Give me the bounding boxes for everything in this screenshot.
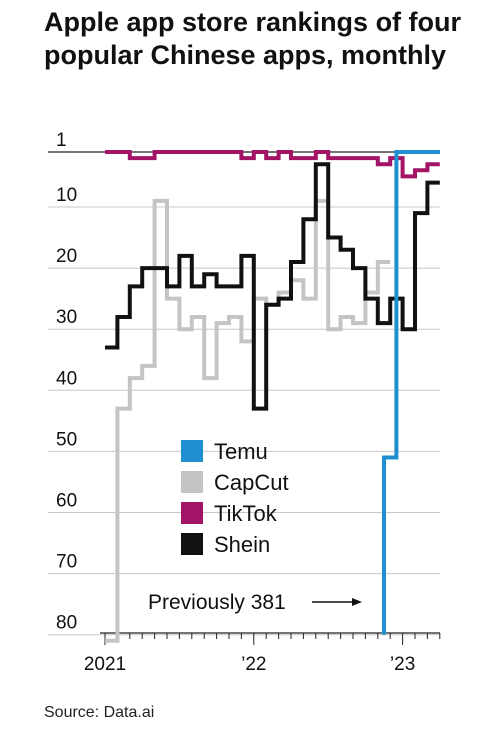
y-tick-label: 60: [56, 490, 77, 511]
annotations: Previously 381: [148, 591, 362, 614]
y-tick-label: 1: [56, 130, 67, 151]
y-axis: 1 10 20 30 40 50 60 70 80: [56, 130, 77, 634]
grid: [48, 151, 440, 636]
y-tick-label: 40: [56, 368, 77, 389]
annotation-text: Previously 381: [148, 591, 286, 614]
x-tick-label: ’22: [241, 654, 266, 675]
y-tick-label: 30: [56, 307, 77, 328]
x-axis: 2021 ’22 ’23: [84, 632, 441, 675]
legend-label-capcut: CapCut: [214, 470, 289, 495]
legend-swatch-shein: [181, 533, 203, 555]
x-tick-label: 2021: [84, 654, 126, 675]
y-tick-label: 20: [56, 246, 77, 267]
legend-label-tiktok: TikTok: [214, 501, 278, 526]
legend-swatch-tiktok: [181, 502, 203, 524]
chart-title: Apple app store rankings of four popular…: [44, 7, 462, 70]
legend-swatch-capcut: [181, 471, 203, 493]
series-line-tiktok: [105, 150, 440, 179]
legend-label-temu: Temu: [214, 439, 268, 464]
y-tick-label: 70: [56, 552, 77, 573]
x-tick-label: ’23: [390, 654, 415, 675]
legend-swatch-temu: [181, 440, 203, 462]
series-line-shein: [105, 162, 440, 411]
y-tick-label: 10: [56, 185, 77, 206]
series-lines: [105, 150, 440, 643]
source-note: Source: Data.ai: [44, 704, 155, 721]
y-tick-label: 50: [56, 429, 77, 450]
annotation-arrow-head: [352, 598, 362, 606]
y-tick-label: 80: [56, 613, 77, 634]
series-line-capcut: [105, 198, 391, 643]
legend-label-shein: Shein: [214, 532, 270, 557]
legend: Temu CapCut TikTok Shein: [181, 439, 289, 557]
series-line-temu: [382, 150, 440, 635]
